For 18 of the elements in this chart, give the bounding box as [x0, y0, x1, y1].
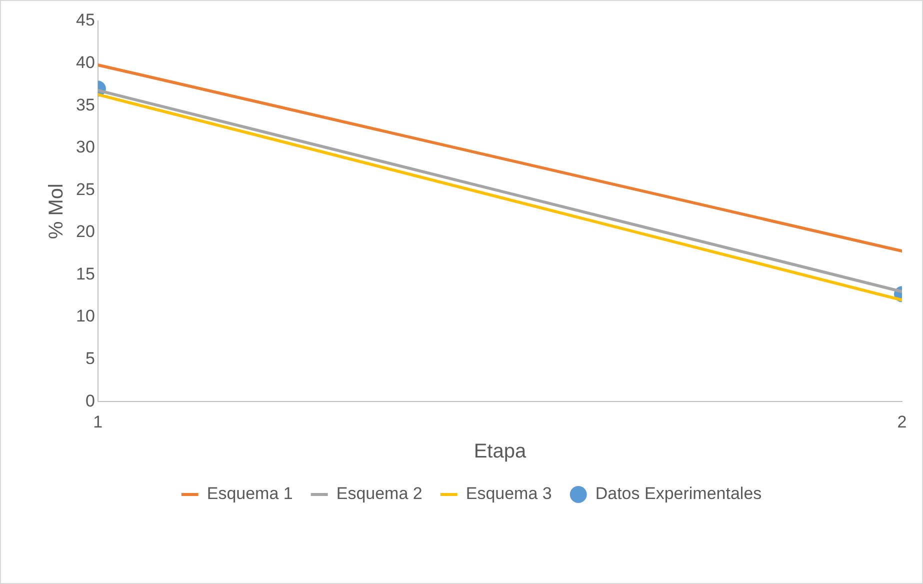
x-tick-label: 2 [897, 412, 907, 432]
y-tick-label: 40 [76, 52, 95, 72]
y-tick-label: 10 [76, 306, 95, 326]
y-tick-label: 35 [76, 95, 95, 114]
y-tick-label: 15 [76, 264, 95, 284]
legend-label: Esquema 1 [206, 484, 293, 504]
y-tick-label: 45 [76, 10, 95, 30]
y-tick-label: 30 [76, 138, 95, 157]
x-axis-title: Etapa [474, 440, 527, 463]
y-tick-label: 5 [85, 349, 95, 368]
legend-label: Esquema 3 [466, 484, 552, 504]
y-tick-label: 0 [85, 391, 95, 410]
y-axis-title: % Mol [46, 184, 68, 240]
y-tick-label: 20 [76, 222, 95, 242]
legend-label: Datos Experimentales [595, 484, 762, 504]
y-tick-label: 25 [76, 180, 95, 199]
legend-label: Esquema 2 [336, 484, 422, 504]
x-tick-label: 1 [93, 412, 103, 432]
